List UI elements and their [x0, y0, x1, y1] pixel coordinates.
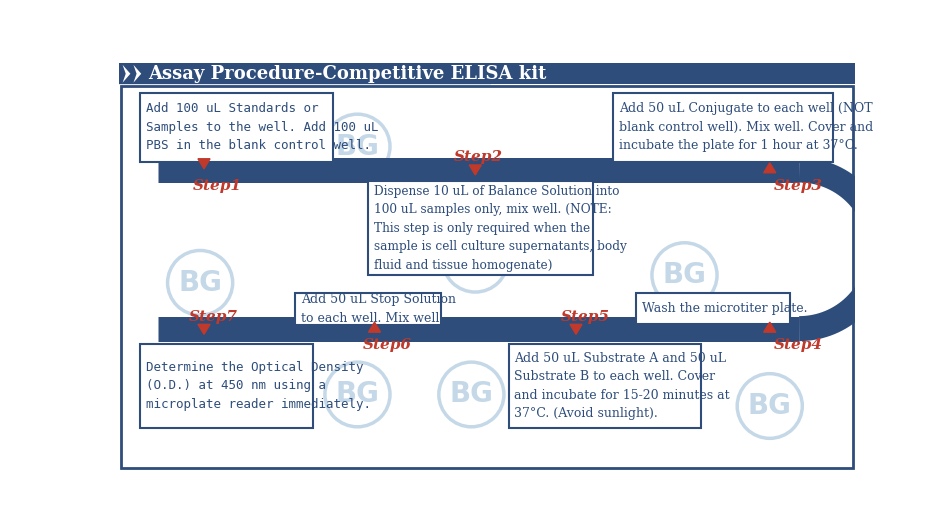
Text: Determine the Optical Density
(O.D.) at 450 nm using a
microplate reader immedia: Determine the Optical Density (O.D.) at … — [146, 361, 370, 411]
Text: Step1: Step1 — [192, 179, 241, 193]
Polygon shape — [369, 322, 381, 332]
Polygon shape — [198, 159, 210, 169]
FancyBboxPatch shape — [141, 344, 313, 428]
Text: Wash the microtiter plate.: Wash the microtiter plate. — [642, 301, 808, 315]
Text: Step5: Step5 — [560, 310, 610, 324]
FancyBboxPatch shape — [508, 344, 701, 428]
Polygon shape — [119, 63, 506, 84]
Text: Step6: Step6 — [363, 338, 412, 352]
Text: BG: BG — [449, 381, 493, 409]
Text: Add 50 uL Stop Solution
to each well. Mix well.: Add 50 uL Stop Solution to each well. Mi… — [301, 293, 456, 325]
Text: Add 50 uL Conjugate to each well (NOT
blank control well). Mix well. Cover and
i: Add 50 uL Conjugate to each well (NOT bl… — [618, 102, 873, 152]
Text: Step3: Step3 — [773, 179, 823, 193]
Text: Assay Procedure-Competitive ELISA kit: Assay Procedure-Competitive ELISA kit — [148, 65, 546, 83]
Text: BG: BG — [748, 392, 791, 420]
Polygon shape — [123, 65, 130, 82]
Text: BG: BG — [335, 381, 379, 409]
Text: Step7: Step7 — [188, 310, 238, 324]
FancyBboxPatch shape — [613, 92, 832, 162]
Polygon shape — [133, 65, 142, 82]
FancyBboxPatch shape — [636, 293, 789, 324]
Text: Dispense 10 uL of Balance Solution into
100 uL samples only, mix well. (NOTE:
Th: Dispense 10 uL of Balance Solution into … — [373, 185, 627, 271]
FancyBboxPatch shape — [141, 92, 332, 162]
Text: Step4: Step4 — [773, 338, 823, 352]
FancyBboxPatch shape — [295, 293, 441, 325]
Text: Add 50 uL Substrate A and 50 uL
Substrate B to each well. Cover
and incubate for: Add 50 uL Substrate A and 50 uL Substrat… — [514, 352, 730, 420]
Polygon shape — [764, 322, 776, 332]
Text: BG: BG — [179, 269, 222, 297]
Polygon shape — [764, 163, 776, 173]
Text: Add 100 uL Standards or
Samples to the well. Add 100 uL
PBS in the blank control: Add 100 uL Standards or Samples to the w… — [146, 102, 378, 152]
Text: BG: BG — [453, 246, 497, 274]
Text: BG: BG — [662, 261, 707, 289]
FancyBboxPatch shape — [369, 181, 593, 275]
Polygon shape — [570, 324, 582, 334]
Polygon shape — [198, 324, 210, 334]
Polygon shape — [469, 165, 482, 175]
Text: BG: BG — [335, 133, 379, 161]
Bar — [119, 63, 855, 84]
Text: Step2: Step2 — [453, 150, 503, 164]
Text: BG: BG — [678, 130, 722, 158]
